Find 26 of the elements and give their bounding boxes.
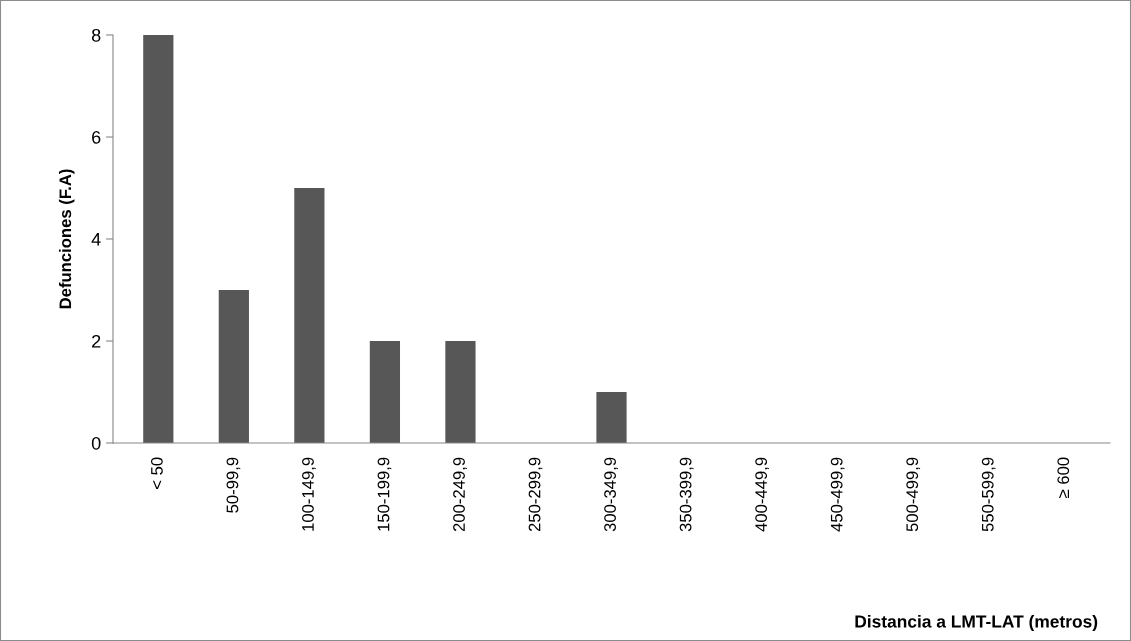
- y-tick-label: 2: [92, 334, 101, 348]
- y-axis-title: Defunciones (F.A): [58, 169, 75, 309]
- x-tick-label: ≥ 600: [1057, 457, 1070, 498]
- y-tick-label: 6: [92, 130, 101, 144]
- bar: [294, 188, 325, 443]
- y-tick-label: 0: [91, 436, 101, 450]
- x-tick-label: 450-499,9: [830, 457, 845, 532]
- bar: [596, 392, 627, 443]
- x-tick-label: 500-499,9: [906, 457, 921, 532]
- y-tick-label: 4: [91, 233, 101, 246]
- x-tick-label: 550-599,9: [981, 457, 996, 532]
- x-tick-label: 50-99,9: [226, 457, 241, 513]
- x-tick-label: < 50: [150, 457, 163, 489]
- x-tick-label: 250-299,9: [528, 457, 543, 532]
- bar: [143, 35, 174, 443]
- x-axis-title: Distancia a LMT-LAT (metros): [855, 614, 1098, 632]
- bar: [218, 290, 249, 443]
- bar: [369, 341, 401, 443]
- x-tick-label: 350-399,9: [679, 457, 694, 532]
- y-tick-label: 8: [91, 28, 101, 42]
- bar: [445, 341, 476, 443]
- x-tick-label: 300-349,9: [604, 457, 618, 532]
- x-tick-label: 150-199,9: [377, 457, 392, 531]
- x-tick-label: 100-149,9: [302, 457, 316, 531]
- x-tick-label: 200-249,9: [453, 457, 467, 532]
- x-tick-label: 400-449,9: [755, 457, 769, 532]
